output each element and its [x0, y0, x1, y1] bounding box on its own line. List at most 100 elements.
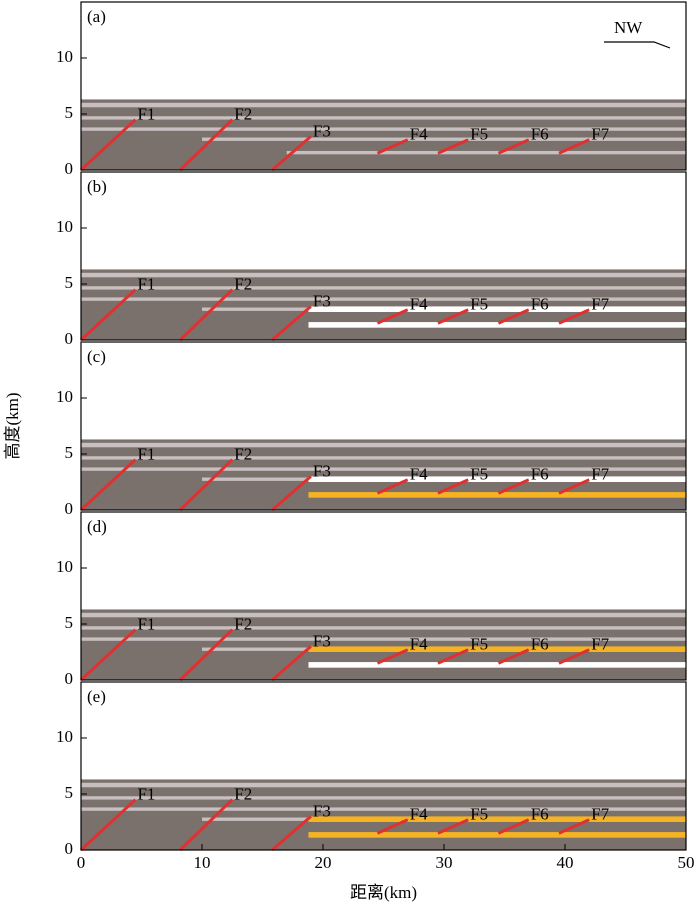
y-axis-label: 高度(km)	[3, 392, 22, 459]
x-tick-label: 20	[315, 853, 332, 872]
fault	[179, 628, 234, 682]
y-tick-label: 10	[56, 47, 73, 66]
x-tick-label: 10	[194, 853, 211, 872]
fault	[271, 135, 312, 172]
fault	[79, 288, 137, 342]
fault-label: F6	[531, 635, 549, 654]
stratum	[81, 779, 686, 850]
fault-label: F5	[470, 805, 488, 824]
fault-label: F5	[470, 635, 488, 654]
fault-label: F2	[234, 105, 252, 124]
stratum	[81, 807, 686, 811]
stratum	[308, 306, 686, 312]
stratum	[81, 637, 686, 641]
panel-label: (b)	[87, 177, 107, 196]
y-tick-label: 0	[65, 499, 74, 518]
stratum	[308, 832, 686, 838]
annotation: NW	[614, 18, 643, 37]
fault-label: F7	[591, 125, 609, 144]
fault	[271, 645, 312, 682]
fault	[558, 478, 590, 495]
panel: F1 F2 F3 F4 F5 F6 F7 (b) 0 5 10	[56, 171, 687, 348]
fault-label: F4	[410, 805, 428, 824]
fault	[437, 818, 469, 835]
panel-frame	[80, 681, 687, 851]
stratum	[308, 646, 686, 652]
fault	[179, 798, 234, 852]
fault	[271, 815, 312, 852]
x-tick-label: 40	[557, 853, 574, 872]
y-tick-label: 0	[65, 329, 74, 348]
stratum	[81, 297, 686, 301]
fault	[437, 478, 469, 495]
fault	[179, 118, 234, 172]
y-tick-label: 5	[65, 783, 74, 802]
stratum	[81, 782, 686, 788]
fault-label: F3	[313, 631, 331, 650]
fault	[376, 818, 409, 835]
y-tick-label: 5	[65, 273, 74, 292]
stratum	[308, 816, 686, 822]
panel: F1 F2 F3 F4 F5 F6 F7 (d) 0 5 10	[56, 511, 687, 688]
fault	[376, 308, 409, 325]
stratum	[308, 476, 686, 482]
panel-frame	[80, 1, 687, 171]
x-tick-label: 50	[678, 853, 695, 872]
fault	[79, 798, 137, 852]
fault	[437, 138, 469, 155]
fault	[376, 648, 409, 665]
y-tick-label: 5	[65, 103, 74, 122]
fault-label: F5	[470, 295, 488, 314]
stratum	[81, 99, 686, 170]
panel: F1 F2 F3 F4 F5 F6 F7 (a) 0 5 10 NW	[56, 1, 687, 178]
stratum	[202, 137, 686, 141]
fault-label: F7	[591, 805, 609, 824]
stratum	[81, 609, 686, 680]
fault	[497, 818, 530, 835]
stratum	[308, 492, 686, 498]
arrow	[604, 41, 671, 49]
panel-label: (d)	[87, 517, 107, 536]
stratum	[81, 467, 686, 471]
fault-label: F1	[137, 445, 155, 464]
fault-label: F5	[470, 465, 488, 484]
stratum	[81, 612, 686, 618]
y-tick-label: 10	[56, 727, 73, 746]
fault	[179, 458, 234, 512]
fault	[558, 648, 590, 665]
stratum	[81, 796, 686, 800]
stratum	[308, 322, 686, 328]
panel: F1 F2 F3 F4 F5 F6 F7 (e) 0 5 10 0 10 20 30 40 50 距离(km)	[56, 681, 695, 902]
fault	[497, 308, 530, 325]
fault-label: F6	[531, 125, 549, 144]
fault-label: F7	[591, 465, 609, 484]
fault-label: F3	[313, 291, 331, 310]
y-tick-label: 10	[56, 387, 73, 406]
x-tick-label: 0	[77, 853, 86, 872]
fault-label: F7	[591, 295, 609, 314]
panel: F1 F2 F3 F4 F5 F6 F7 (c) 0 5 10 高度(km)	[3, 341, 687, 518]
y-tick-label: 10	[56, 217, 73, 236]
fault-label: F1	[137, 785, 155, 804]
fault-label: F3	[313, 121, 331, 140]
x-tick-label: 30	[436, 853, 453, 872]
fault-label: F3	[313, 461, 331, 480]
fault-label: F1	[137, 615, 155, 634]
fault-label: F3	[313, 801, 331, 820]
fault-label: F4	[410, 635, 428, 654]
fault-label: F2	[234, 445, 252, 464]
stratum	[81, 286, 686, 290]
y-tick-label: 0	[65, 839, 74, 858]
fault-label: F2	[234, 275, 252, 294]
fault	[376, 478, 409, 495]
fault	[497, 138, 530, 155]
y-tick-label: 5	[65, 443, 74, 462]
fault-label: F2	[234, 615, 252, 634]
fault-label: F4	[410, 295, 428, 314]
stratum	[81, 442, 686, 448]
stratum	[81, 439, 686, 510]
fault-label: F6	[531, 805, 549, 824]
stratum	[308, 662, 686, 668]
fault-label: F1	[137, 275, 155, 294]
